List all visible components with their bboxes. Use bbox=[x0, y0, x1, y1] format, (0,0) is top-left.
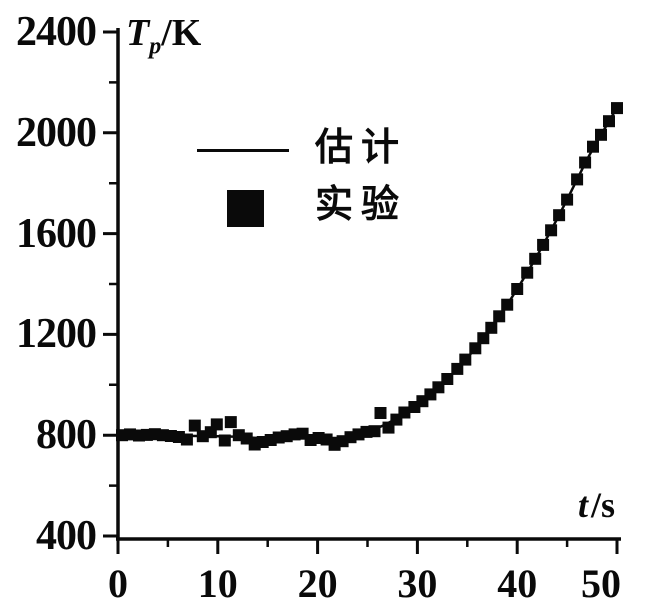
experiment-point bbox=[511, 283, 524, 295]
x-axis-title: t/s bbox=[578, 484, 615, 526]
experiment-point bbox=[180, 433, 193, 446]
x-tick-label: 30 bbox=[397, 561, 438, 606]
experiment-point bbox=[603, 115, 615, 128]
experiment-point bbox=[485, 321, 498, 334]
x-axis-title-unit: /s bbox=[591, 485, 616, 525]
experiment-point bbox=[595, 128, 607, 141]
y-tick-label: 400 bbox=[36, 513, 97, 559]
experiment-point bbox=[529, 252, 542, 265]
experiment-point bbox=[493, 310, 506, 323]
experiment-point bbox=[441, 373, 454, 385]
estimate-curve bbox=[118, 106, 619, 440]
experiment-point bbox=[611, 102, 623, 115]
experiment-point bbox=[398, 406, 411, 419]
x-tick-label: 40 bbox=[497, 561, 538, 606]
y-tick-label: 1600 bbox=[16, 210, 97, 257]
experiment-point bbox=[469, 342, 482, 355]
x-tick-label: 0 bbox=[108, 561, 128, 606]
x-axis-title-symbol: t bbox=[578, 485, 589, 525]
experiment-point bbox=[188, 419, 201, 432]
experiment-point bbox=[224, 416, 237, 429]
major-ticks bbox=[103, 30, 619, 554]
y-tick-label: 800 bbox=[36, 412, 97, 459]
experiment-point bbox=[545, 224, 558, 237]
experiment-point bbox=[553, 209, 566, 222]
experiment-point bbox=[561, 193, 574, 206]
experiment-point bbox=[501, 298, 514, 311]
experiment-point bbox=[571, 173, 584, 186]
y-axis-title: Tp/K bbox=[126, 10, 202, 59]
y-axis-title-subscript: p bbox=[149, 33, 162, 60]
x-tick-label: 20 bbox=[297, 561, 338, 606]
y-tick-label: 2000 bbox=[16, 109, 97, 156]
experiment-point bbox=[210, 418, 223, 431]
experiment-point bbox=[521, 266, 534, 279]
experiment-point bbox=[459, 353, 472, 366]
experiment-point bbox=[537, 238, 550, 251]
experiment-point bbox=[374, 407, 387, 419]
experiment-point bbox=[218, 434, 231, 447]
experiment-point bbox=[368, 425, 381, 438]
experiment-point bbox=[579, 156, 592, 169]
experiment-point bbox=[587, 140, 599, 153]
y-tick-label: 2400 bbox=[16, 9, 97, 55]
minor-ticks bbox=[109, 81, 569, 547]
axes bbox=[116, 28, 621, 541]
experiment-point bbox=[477, 332, 490, 345]
y-axis-title-symbol: T bbox=[126, 12, 150, 54]
experiment-point bbox=[451, 362, 464, 375]
x-tick-label: 10 bbox=[197, 561, 238, 606]
x-tick-label: 50 bbox=[581, 561, 621, 606]
y-tick-label: 1200 bbox=[16, 311, 97, 358]
y-axis-title-unit: /K bbox=[161, 12, 202, 54]
